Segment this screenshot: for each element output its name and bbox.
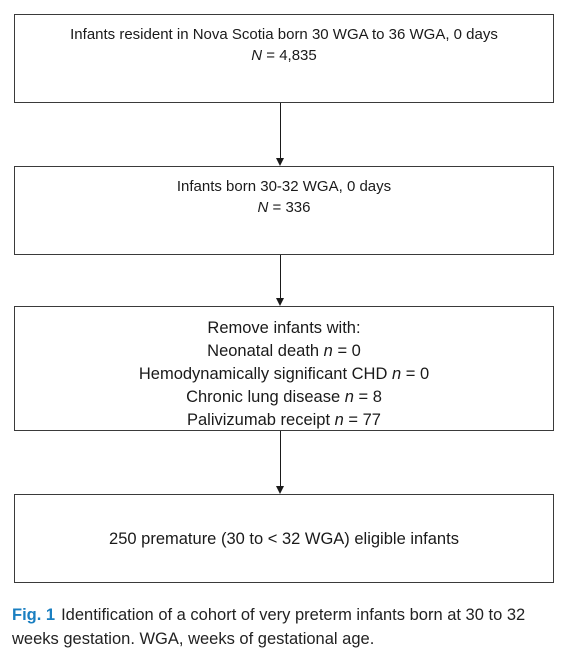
criterion-symbol: n: [344, 388, 354, 406]
flow-box-all-infants: Infants resident in Nova Scotia born 30 …: [14, 14, 554, 103]
criterion-label: Chronic lung disease: [186, 388, 345, 406]
flow-box-exclusions: Remove infants with: Neonatal death n = …: [14, 306, 554, 431]
criterion-symbol: n: [334, 411, 344, 429]
criterion-value: = 0: [332, 342, 361, 360]
box-text: 250 premature (30 to < 32 WGA) eligible …: [109, 530, 459, 548]
flow-box-eligible-infants: 250 premature (30 to < 32 WGA) eligible …: [14, 494, 554, 583]
box-text: Infants born 30-32 WGA, 0 days: [176, 178, 392, 195]
exclusion-criterion: Chronic lung disease n = 8: [15, 386, 553, 409]
count-symbol: N: [251, 47, 263, 64]
criterion-value: = 0: [401, 365, 430, 383]
figure-caption: Fig. 1 Identification of a cohort of very…: [12, 603, 568, 651]
flow-arrow-shaft: [280, 255, 281, 298]
box-count: N = 4,835: [15, 45, 553, 66]
box-text: Infants resident in Nova Scotia born 30 …: [70, 26, 498, 43]
caption-label: Fig. 1: [12, 606, 56, 624]
exclusion-criterion: Hemodynamically significant CHD n = 0: [15, 363, 553, 386]
criterion-label: Palivizumab receipt: [186, 411, 335, 429]
criterion-value: = 8: [353, 388, 382, 406]
box-count: N = 336: [15, 197, 553, 218]
count-symbol: N: [257, 199, 269, 216]
exclusion-criterion: Neonatal death n = 0: [15, 340, 553, 363]
criterion-symbol: n: [323, 342, 333, 360]
exclusion-heading: Remove infants with:: [207, 319, 361, 337]
count-value: = 336: [268, 199, 311, 216]
arrow-down-icon: [276, 486, 284, 494]
criterion-label: Neonatal death: [207, 342, 324, 360]
flow-arrow-shaft: [280, 431, 281, 486]
arrow-down-icon: [276, 158, 284, 166]
criterion-label: Hemodynamically significant CHD: [138, 365, 392, 383]
flow-arrow-shaft: [280, 103, 281, 158]
criterion-symbol: n: [391, 365, 402, 383]
caption-text: Identification of a cohort of very prete…: [12, 606, 526, 648]
flow-box-30-32-wga: Infants born 30-32 WGA, 0 days N = 336: [14, 166, 554, 255]
count-value: = 4,835: [262, 47, 317, 64]
criterion-value: = 77: [343, 411, 381, 429]
arrow-down-icon: [276, 298, 284, 306]
exclusion-criterion: Palivizumab receipt n = 77: [15, 409, 553, 432]
